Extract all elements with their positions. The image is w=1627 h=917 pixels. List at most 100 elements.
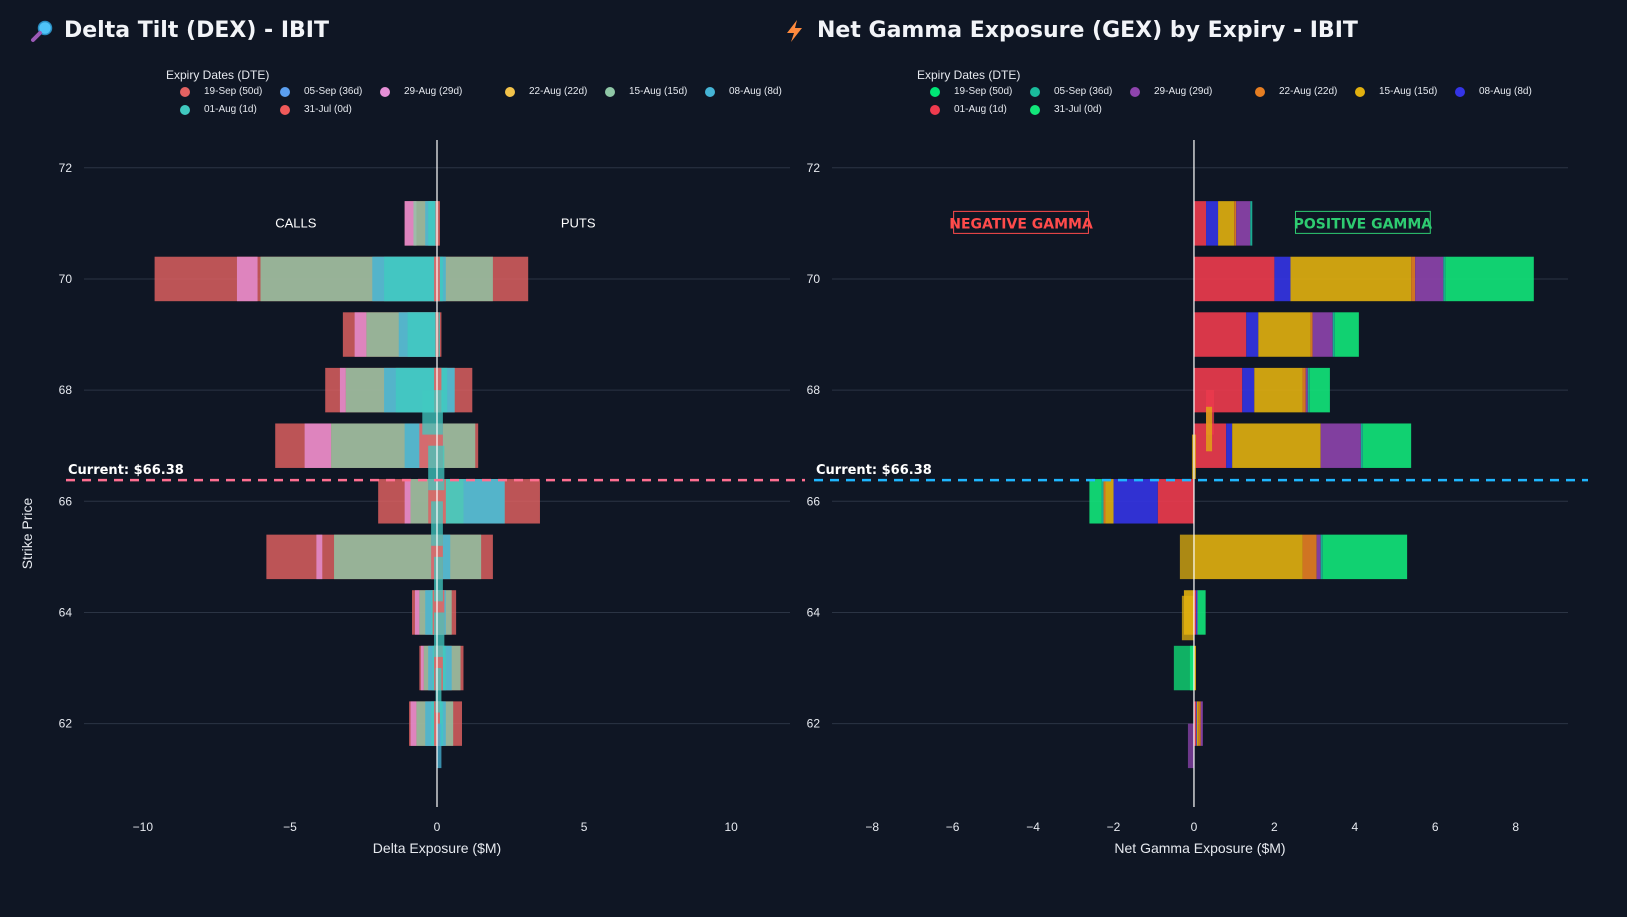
dex-bar-29-aug-29d-65[interactable]	[316, 534, 323, 580]
gex-bar-15-aug-15d-70[interactable]	[1290, 256, 1412, 302]
gex-bar-22-aug-22d-66[interactable]	[1103, 479, 1106, 524]
gex-bar-05-sep-36d-67[interactable]	[1360, 423, 1363, 468]
gex-bar-15-aug-15d-68[interactable]	[1254, 367, 1303, 413]
dex-small-bar-6[interactable]	[437, 723, 442, 769]
dex-legend-item-31-jul-0d[interactable]: 31-Jul (0d)	[280, 104, 352, 115]
gex-bar-29-aug-29d-65[interactable]	[1316, 534, 1321, 580]
gex-bar-15-aug-15d-67[interactable]	[1232, 423, 1321, 468]
gex-bar-08-aug-8d-64[interactable]	[1195, 590, 1197, 635]
gex-bar-01-aug-1d-68[interactable]	[1193, 367, 1243, 413]
gex-bar-15-aug-15d-71[interactable]	[1218, 201, 1235, 246]
dex-legend-item-19-sep-50d[interactable]: 19-Sep (50d)	[180, 86, 262, 97]
gex-bar-08-aug-8d-67[interactable]	[1226, 423, 1233, 468]
gex-legend-item-29-aug-29d[interactable]: 29-Aug (29d)	[1130, 86, 1212, 97]
gex-bar-08-aug-8d-69[interactable]	[1246, 312, 1259, 357]
gex-bar-22-aug-22d-65[interactable]	[1302, 534, 1317, 580]
gex-bar-01-aug-1d-70[interactable]	[1193, 256, 1275, 302]
gex-bar-29-aug-29d-69[interactable]	[1312, 312, 1333, 357]
gex-bar-01-aug-1d-62[interactable]	[1193, 701, 1196, 746]
dex-bar-01-aug-1d-70[interactable]	[384, 256, 443, 302]
dex-bar-15-aug-15d-67[interactable]	[331, 423, 476, 468]
gex-bar-05-sep-36d-69[interactable]	[1332, 312, 1335, 357]
gex-bar-31-jul-0d-67[interactable]	[1362, 423, 1412, 468]
gex-bar-01-aug-1d-66[interactable]	[1157, 479, 1194, 524]
gex-bar-31-jul-0d-66[interactable]	[1089, 479, 1102, 524]
gex-legend-item-31-jul-0d[interactable]: 31-Jul (0d)	[1030, 104, 1102, 115]
gex-bar-01-aug-1d-71[interactable]	[1193, 201, 1207, 246]
gex-small-bar-1[interactable]	[1206, 406, 1213, 452]
dex-title-text: Delta Tilt (DEX) - IBIT	[64, 18, 329, 43]
gex-bar-01-aug-1d-64[interactable]	[1193, 590, 1196, 635]
dex-small-bar-3[interactable]	[434, 556, 443, 602]
dex-bar-29-aug-29d-63[interactable]	[420, 645, 424, 691]
gex-legend-item-15-aug-15d[interactable]: 15-Aug (15d)	[1355, 86, 1437, 97]
dex-legend-item-05-sep-36d[interactable]: 05-Sep (36d)	[280, 86, 362, 97]
gex-bar-29-aug-29d-64[interactable]	[1196, 590, 1198, 635]
gex-legend-item-08-aug-8d[interactable]: 08-Aug (8d)	[1455, 86, 1532, 97]
dex-legend-item-15-aug-15d[interactable]: 15-Aug (15d)	[605, 86, 687, 97]
dex-bar-08-aug-8d-66[interactable]	[463, 479, 505, 524]
gex-bar-05-sep-36d-70[interactable]	[1443, 256, 1446, 302]
gex-bar-22-aug-22d-69[interactable]	[1310, 312, 1313, 357]
gex-bar-29-aug-29d-70[interactable]	[1415, 256, 1444, 302]
dex-bar-29-aug-29d-69[interactable]	[354, 312, 367, 357]
dex-legend-item-08-aug-8d[interactable]: 08-Aug (8d)	[705, 86, 782, 97]
gex-legend-item-05-sep-36d[interactable]: 05-Sep (36d)	[1030, 86, 1112, 97]
gex-bar-29-aug-29d-68[interactable]	[1305, 367, 1308, 413]
gex-legend-item-01-aug-1d[interactable]: 01-Aug (1d)	[930, 104, 1007, 115]
dex-bar-29-aug-29d-68[interactable]	[339, 367, 346, 413]
gex-bar-15-aug-15d-65[interactable]	[1193, 534, 1303, 580]
gex-bar-22-aug-22d-70[interactable]	[1411, 256, 1416, 302]
gex-bar-15-aug-15d-69[interactable]	[1258, 312, 1311, 357]
dex-bar-29-aug-29d-70[interactable]	[236, 256, 258, 302]
gex-bar-31-jul-0d-68[interactable]	[1309, 367, 1330, 413]
dex-small-bar-0[interactable]	[422, 390, 443, 435]
dex-bar-29-aug-29d-62[interactable]	[410, 701, 417, 746]
gex-bar-05-sep-36d-65[interactable]	[1320, 534, 1323, 580]
gex-small-bar-3[interactable]	[1179, 534, 1194, 580]
gex-legend-item-22-aug-22d[interactable]: 22-Aug (22d)	[1255, 86, 1337, 97]
gex-annotation-box-positive-gamma	[1294, 210, 1431, 234]
gex-bar-29-aug-29d-67[interactable]	[1320, 423, 1361, 468]
gex-bar-01-aug-1d-69[interactable]	[1193, 312, 1247, 357]
dex-bar-15-aug-15d-65[interactable]	[334, 534, 482, 580]
gex-bar-29-aug-29d-71[interactable]	[1236, 201, 1251, 246]
dex-small-bar-4[interactable]	[434, 612, 445, 657]
gex-bar-31-jul-0d-69[interactable]	[1334, 312, 1359, 357]
dex-bar-29-aug-29d-71[interactable]	[404, 201, 417, 246]
gex-bar-08-aug-8d-70[interactable]	[1274, 256, 1291, 302]
gex-bar-22-aug-22d-62[interactable]	[1198, 701, 1201, 746]
dex-xtick--5: −5	[283, 820, 297, 834]
gex-bar-08-aug-8d-71[interactable]	[1206, 201, 1219, 246]
gex-bar-15-aug-15d-66[interactable]	[1105, 479, 1114, 524]
gex-bar-15-aug-15d-63[interactable]	[1193, 645, 1196, 691]
gex-bar-31-jul-0d-64[interactable]	[1197, 590, 1206, 635]
gex-bar-05-sep-36d-68[interactable]	[1307, 367, 1310, 413]
dex-small-bar-1[interactable]	[428, 445, 445, 491]
gex-bar-31-jul-0d-65[interactable]	[1322, 534, 1408, 580]
gex-bar-08-aug-8d-66[interactable]	[1113, 479, 1158, 524]
gex-bar-05-sep-36d-66[interactable]	[1101, 479, 1104, 524]
gex-small-bar-5[interactable]	[1173, 645, 1194, 691]
dex-bar-29-aug-29d-67[interactable]	[304, 423, 332, 468]
dex-legend-item-22-aug-22d[interactable]: 22-Aug (22d)	[505, 86, 587, 97]
gex-legend-item-19-sep-50d[interactable]: 19-Sep (50d)	[930, 86, 1012, 97]
gex-bar-29-aug-29d-62[interactable]	[1200, 701, 1203, 746]
gex-bar-31-jul-0d-70[interactable]	[1445, 256, 1534, 302]
gex-bar-22-aug-22d-71[interactable]	[1234, 201, 1237, 246]
gex-bar-08-aug-8d-68[interactable]	[1242, 367, 1255, 413]
gex-small-bar-4[interactable]	[1181, 595, 1194, 641]
dex-bar-01-aug-1d-71[interactable]	[428, 201, 439, 246]
dex-legend-item-29-aug-29d[interactable]: 29-Aug (29d)	[380, 86, 462, 97]
gex-small-bar-6[interactable]	[1187, 723, 1194, 769]
gex-bar-05-sep-36d-71[interactable]	[1250, 201, 1253, 246]
gex-bar-15-aug-15d-62[interactable]	[1196, 701, 1199, 746]
dex-bar-01-aug-1d-69[interactable]	[407, 312, 440, 357]
gex-bar-22-aug-22d-68[interactable]	[1302, 367, 1306, 413]
legend-marker-icon	[280, 86, 290, 97]
dex-legend-item-01-aug-1d[interactable]: 01-Aug (1d)	[180, 104, 257, 115]
dex-bar-29-aug-29d-66[interactable]	[404, 479, 411, 524]
dex-small-bar-5[interactable]	[435, 668, 442, 713]
dex-bar-29-aug-29d-64[interactable]	[414, 590, 420, 635]
gex-bar-08-aug-8d-62[interactable]	[1195, 701, 1197, 746]
